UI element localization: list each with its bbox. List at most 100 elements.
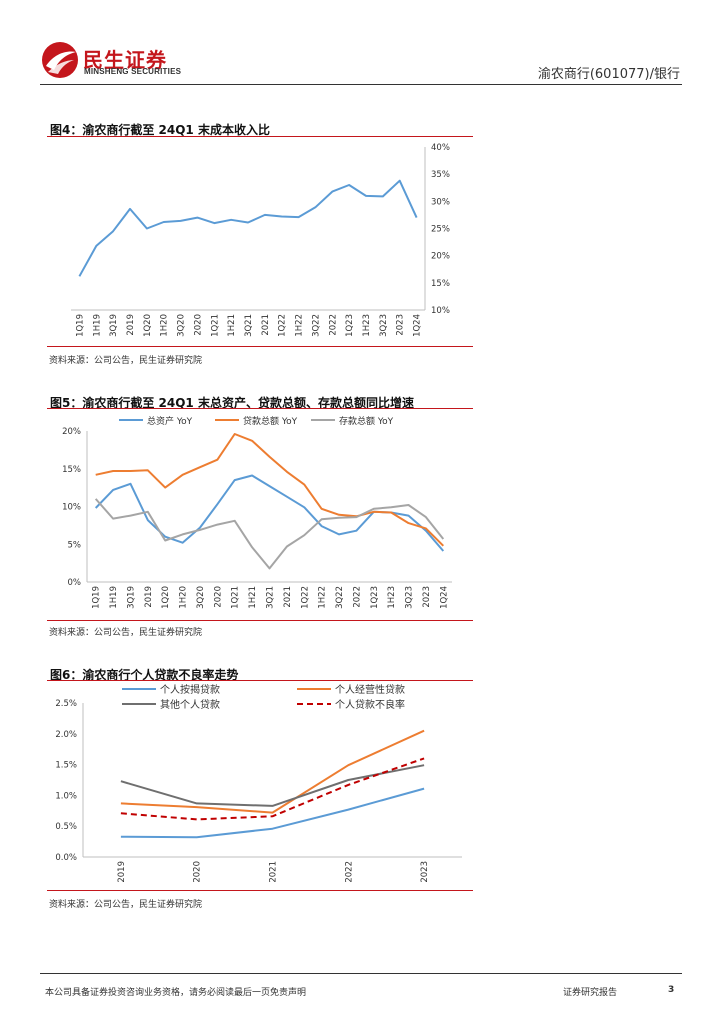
fig5-y-tick-label: 15% xyxy=(62,465,81,475)
header-divider xyxy=(40,84,682,85)
fig5-x-tick-label: 1Q19 xyxy=(92,586,102,609)
fig5-x-tick-label: 1Q24 xyxy=(439,586,449,609)
fig5-x-tick-label: 1H20 xyxy=(179,586,189,609)
fig4-x-tick-label: 1H22 xyxy=(295,314,305,337)
fig6-bottom-rule xyxy=(47,890,473,891)
fig6-x-tick-label: 2019 xyxy=(117,861,127,883)
fig6-legend-label: 其他个人贷款 xyxy=(160,698,220,711)
fig6-source: 资料来源：公司公告，民生证券研究院 xyxy=(49,900,203,910)
fig4-x-tick-label: 2022 xyxy=(328,314,338,336)
fig5-legend-label: 贷款总额 YoY xyxy=(243,415,298,427)
fig4-top-rule xyxy=(47,136,473,137)
fig5-x-tick-label: 1Q23 xyxy=(370,586,380,609)
fig6-x-tick-label: 2022 xyxy=(344,861,354,883)
fig4-x-tick-label: 1H21 xyxy=(227,314,237,337)
fig6-x-tick-label: 2021 xyxy=(269,861,279,883)
fig5-source: 资料来源：公司公告，民生证券研究院 xyxy=(49,628,203,638)
fig4-y-tick-label: 35% xyxy=(431,170,450,180)
fig4-x-tick-label: 1H23 xyxy=(362,314,372,337)
fig4-y-tick-label: 25% xyxy=(431,225,450,235)
fig6-series-line-2 xyxy=(120,729,425,814)
fig4-title: 图4：渝农商行截至 24Q1 末成本收入比 xyxy=(50,123,270,137)
fig5-x-tick-label: 1Q20 xyxy=(161,586,171,609)
fig5-x-tick-label: 1H19 xyxy=(109,586,119,609)
logo-en: MINSHENG SECURITIES xyxy=(84,67,182,76)
page-number: 3 xyxy=(668,985,675,995)
fig4-x-tick-label: 2021 xyxy=(261,314,271,336)
fig5-x-tick-label: 1Q21 xyxy=(231,586,241,609)
fig5-x-tick-label: 3Q22 xyxy=(335,586,345,609)
fig6-series-line-1 xyxy=(120,787,425,839)
fig5-x-tick-label: 2021 xyxy=(283,586,293,608)
fig4-series-line-1 xyxy=(78,179,418,277)
fig5-x-tick-label: 2020 xyxy=(213,586,223,608)
fig5-series-line-2 xyxy=(95,433,445,547)
fig4-x-tick-label: 3Q22 xyxy=(311,314,321,337)
fig6-x-tick-label: 2020 xyxy=(193,861,203,883)
fig4-x-tick-label: 1Q20 xyxy=(143,314,153,337)
fig4-x-tick-label: 3Q19 xyxy=(109,314,119,337)
fig5-y-tick-label: 20% xyxy=(62,427,81,437)
fig4-y-tick-label: 10% xyxy=(431,306,450,316)
fig4-x-tick-label: 2023 xyxy=(396,314,406,336)
fig5-y-tick-label: 10% xyxy=(62,503,81,513)
fig4-y-tick-label: 20% xyxy=(431,252,450,262)
header-company: 渝农商行(601077)/银行 xyxy=(537,67,680,82)
fig6-top-rule xyxy=(47,680,473,681)
footer-divider xyxy=(40,973,682,974)
fig4-source: 资料来源：公司公告，民生证券研究院 xyxy=(49,356,203,366)
fig6-y-tick-label: 0.0% xyxy=(55,853,77,863)
fig4-x-tick-label: 3Q20 xyxy=(177,314,187,337)
brand-logo-icon xyxy=(42,42,78,78)
fig5-x-tick-label: 3Q21 xyxy=(266,586,276,609)
fig4-x-tick-label: 2020 xyxy=(193,314,203,336)
fig4-x-tick-label: 1Q23 xyxy=(345,314,355,337)
fig6-series-line-4 xyxy=(120,757,425,821)
footer-disclaimer: 本公司具备证券投资咨询业务资格，请务必阅读最后一页免责声明 xyxy=(45,988,307,998)
fig4-x-tick-label: 2019 xyxy=(126,314,136,336)
fig4-x-tick-label: 1H20 xyxy=(160,314,170,337)
fig5-x-tick-label: 3Q20 xyxy=(196,586,206,609)
fig4-chart: 10% 15% 20% 25% 30% 35% 40% 1Q19 1H19 3Q19 2019 1Q2… xyxy=(71,143,450,337)
fig5-title: 图5：渝农商行截至 24Q1 末总资产、贷款总额、存款总额同比增速 xyxy=(50,396,414,410)
fig4-x-tick-label: 1H19 xyxy=(92,314,102,337)
fig4-x-tick-label: 3Q21 xyxy=(244,314,254,337)
fig6-y-tick-label: 1.5% xyxy=(55,761,77,771)
fig5-x-tick-label: 1Q22 xyxy=(300,586,310,609)
fig5-series-line-3 xyxy=(94,498,445,570)
fig6-x-tick-label: 2023 xyxy=(420,861,430,883)
fig5-x-tick-label: 2019 xyxy=(144,586,154,608)
fig5-x-tick-label: 2023 xyxy=(422,586,432,608)
fig5-legend-label: 存款总额 YoY xyxy=(339,415,394,427)
fig5-legend-label: 总资产 YoY xyxy=(147,415,193,427)
fig6-y-tick-label: 0.5% xyxy=(55,822,77,832)
fig4-x-tick-label: 1Q24 xyxy=(413,314,423,337)
fig5-bottom-rule xyxy=(47,620,473,621)
fig5-x-tick-label: 1H23 xyxy=(387,586,397,609)
fig5-y-tick-label: 5% xyxy=(68,540,82,550)
fig5-x-tick-label: 2022 xyxy=(352,586,362,608)
fig4-x-tick-label: 1Q19 xyxy=(75,314,85,337)
fig6-title: 图6：渝农商行个人贷款不良率走势 xyxy=(50,668,239,682)
fig4-x-tick-label: 1Q21 xyxy=(210,314,220,337)
fig5-y-tick-label: 0% xyxy=(68,578,82,588)
fig6-y-tick-label: 2.0% xyxy=(55,730,77,740)
fig6-legend-label: 个人贷款不良率 xyxy=(335,698,405,711)
fig5-x-tick-label: 1H22 xyxy=(318,586,328,609)
fig4-bottom-rule xyxy=(47,346,473,347)
fig6-legend-label: 个人按揭贷款 xyxy=(160,683,220,696)
fig5-top-rule xyxy=(47,408,473,409)
fig6-y-tick-label: 2.5% xyxy=(55,699,77,709)
fig5-x-tick-label: 1H21 xyxy=(248,586,258,609)
fig4-x-tick-label: 1Q22 xyxy=(278,314,288,337)
fig6-chart: 0.0% 0.5% 1.0% 1.5% 2.0% 2.5% 2019 2020 2021 2022… xyxy=(55,683,462,883)
fig5-chart: 0% 5% 10% 15% 20% 1Q19 1H19 3Q19 2019 1Q20 1H20 3Q2… xyxy=(62,415,452,609)
footer-report-type: 证券研究报告 xyxy=(563,988,618,998)
fig5-x-tick-label: 3Q23 xyxy=(405,586,415,609)
fig6-series-line-3 xyxy=(120,764,425,807)
fig6-y-tick-label: 1.0% xyxy=(55,791,77,801)
fig4-y-tick-label: 30% xyxy=(431,197,450,207)
fig6-legend-label: 个人经营性贷款 xyxy=(335,683,405,696)
fig4-x-tick-label: 3Q23 xyxy=(379,314,389,337)
fig4-y-tick-label: 40% xyxy=(431,143,450,153)
